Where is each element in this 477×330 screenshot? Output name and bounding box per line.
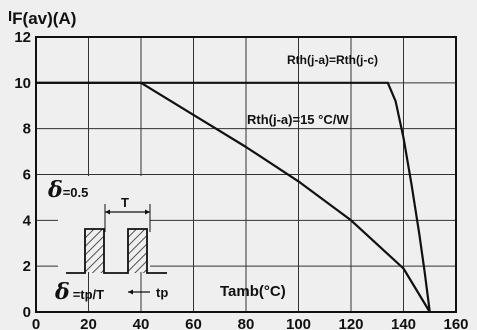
y-axis-label: IF(av)(A) <box>8 8 76 28</box>
x-axis-label: Tamb(°C) <box>220 283 286 300</box>
y-tick-label: 8 <box>23 121 31 138</box>
y-tick-label: 12 <box>14 29 31 46</box>
x-tick-label: 0 <box>32 316 40 330</box>
pulse-2 <box>128 229 147 273</box>
tp-arrow-head <box>128 289 133 295</box>
y-tick-label: 0 <box>23 304 31 321</box>
tp-label: tp <box>156 285 168 300</box>
axes <box>35 36 457 313</box>
x-tick-label: 80 <box>238 316 255 330</box>
series-label-rth-jc: Rth(j-a)=Rth(j-c) <box>287 53 378 67</box>
series-line-2 <box>36 81 431 313</box>
y-tick-label: 4 <box>23 212 32 229</box>
x-tick-label: 100 <box>286 316 311 330</box>
x-tick-label: 60 <box>185 316 202 330</box>
period-arrow-head-left <box>105 209 110 215</box>
plot-frame <box>35 36 457 313</box>
y-tick-label: 2 <box>23 258 31 275</box>
tick-labels: 0 20 40 60 80 100 120 140 160 0 2 4 6 8 10 12 <box>14 29 468 330</box>
pulse-waveform <box>66 228 167 274</box>
series-line-1 <box>36 81 431 313</box>
period-label: T <box>121 195 129 210</box>
period-arrow-head-right <box>145 209 150 215</box>
x-tick-label: 140 <box>391 316 416 330</box>
delta-label: δ=0.5 <box>47 177 88 203</box>
x-tick-label: 120 <box>338 316 363 330</box>
x-tick-label: 20 <box>80 316 97 330</box>
pulse-inset: δ=0.5 T δ =tp/T tp <box>47 176 168 305</box>
pulse-1 <box>85 229 104 273</box>
y-tick-label: 10 <box>14 75 31 92</box>
delta-formula-label: δ =tp/T <box>54 279 104 305</box>
y-tick-label: 6 <box>23 167 31 184</box>
series-label-rth-15: Rth(j-a)=15 °C/W <box>247 112 349 127</box>
series <box>36 81 431 313</box>
x-tick-label: 160 <box>443 316 468 330</box>
x-tick-label: 40 <box>133 316 150 330</box>
